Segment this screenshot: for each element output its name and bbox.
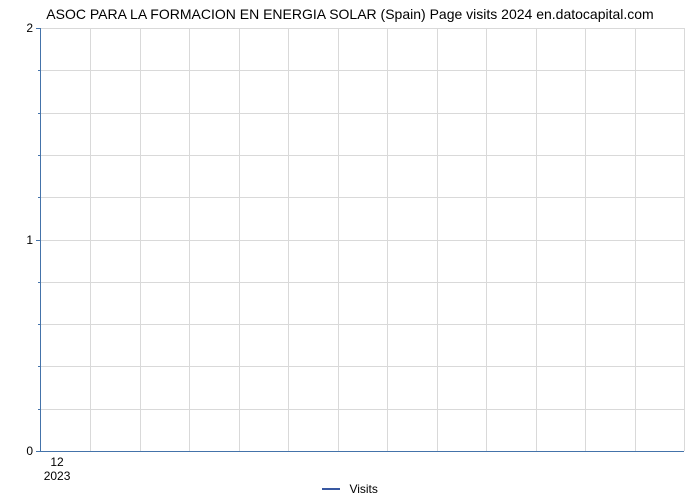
- hgrid-line: [41, 282, 684, 283]
- vgrid-line: [486, 28, 487, 451]
- ytick-label: 0: [26, 444, 41, 458]
- chart-container: 012122023: [40, 28, 684, 452]
- vgrid-line: [635, 28, 636, 451]
- ytick-label: 2: [26, 21, 41, 35]
- yminor-mark: [38, 155, 41, 156]
- hgrid-line: [41, 155, 684, 156]
- hgrid-line: [41, 113, 684, 114]
- yminor-mark: [38, 70, 41, 71]
- vgrid-line: [387, 28, 388, 451]
- yminor-mark: [38, 197, 41, 198]
- yminor-mark: [38, 409, 41, 410]
- legend-label: Visits: [349, 482, 377, 496]
- vgrid-line: [239, 28, 240, 451]
- hgrid-line: [41, 409, 684, 410]
- yminor-mark: [38, 366, 41, 367]
- hgrid-line: [41, 28, 684, 29]
- yminor-mark: [38, 324, 41, 325]
- vgrid-line: [585, 28, 586, 451]
- vgrid-line: [684, 28, 685, 451]
- vgrid-line: [288, 28, 289, 451]
- vgrid-line: [140, 28, 141, 451]
- ytick-label: 1: [26, 233, 41, 247]
- vgrid-line: [437, 28, 438, 451]
- hgrid-line: [41, 70, 684, 71]
- plot-area: 012122023: [40, 28, 684, 452]
- yminor-mark: [38, 282, 41, 283]
- hgrid-line: [41, 366, 684, 367]
- vgrid-line: [536, 28, 537, 451]
- xtick-label-year: 2023: [44, 451, 71, 483]
- chart-title: ASOC PARA LA FORMACION EN ENERGIA SOLAR …: [0, 6, 700, 22]
- hgrid-line: [41, 197, 684, 198]
- vgrid-line: [338, 28, 339, 451]
- legend: Visits: [0, 481, 700, 496]
- vgrid-line: [189, 28, 190, 451]
- vgrid-line: [90, 28, 91, 451]
- hgrid-line: [41, 240, 684, 241]
- yminor-mark: [38, 113, 41, 114]
- hgrid-line: [41, 324, 684, 325]
- legend-swatch: [322, 488, 340, 490]
